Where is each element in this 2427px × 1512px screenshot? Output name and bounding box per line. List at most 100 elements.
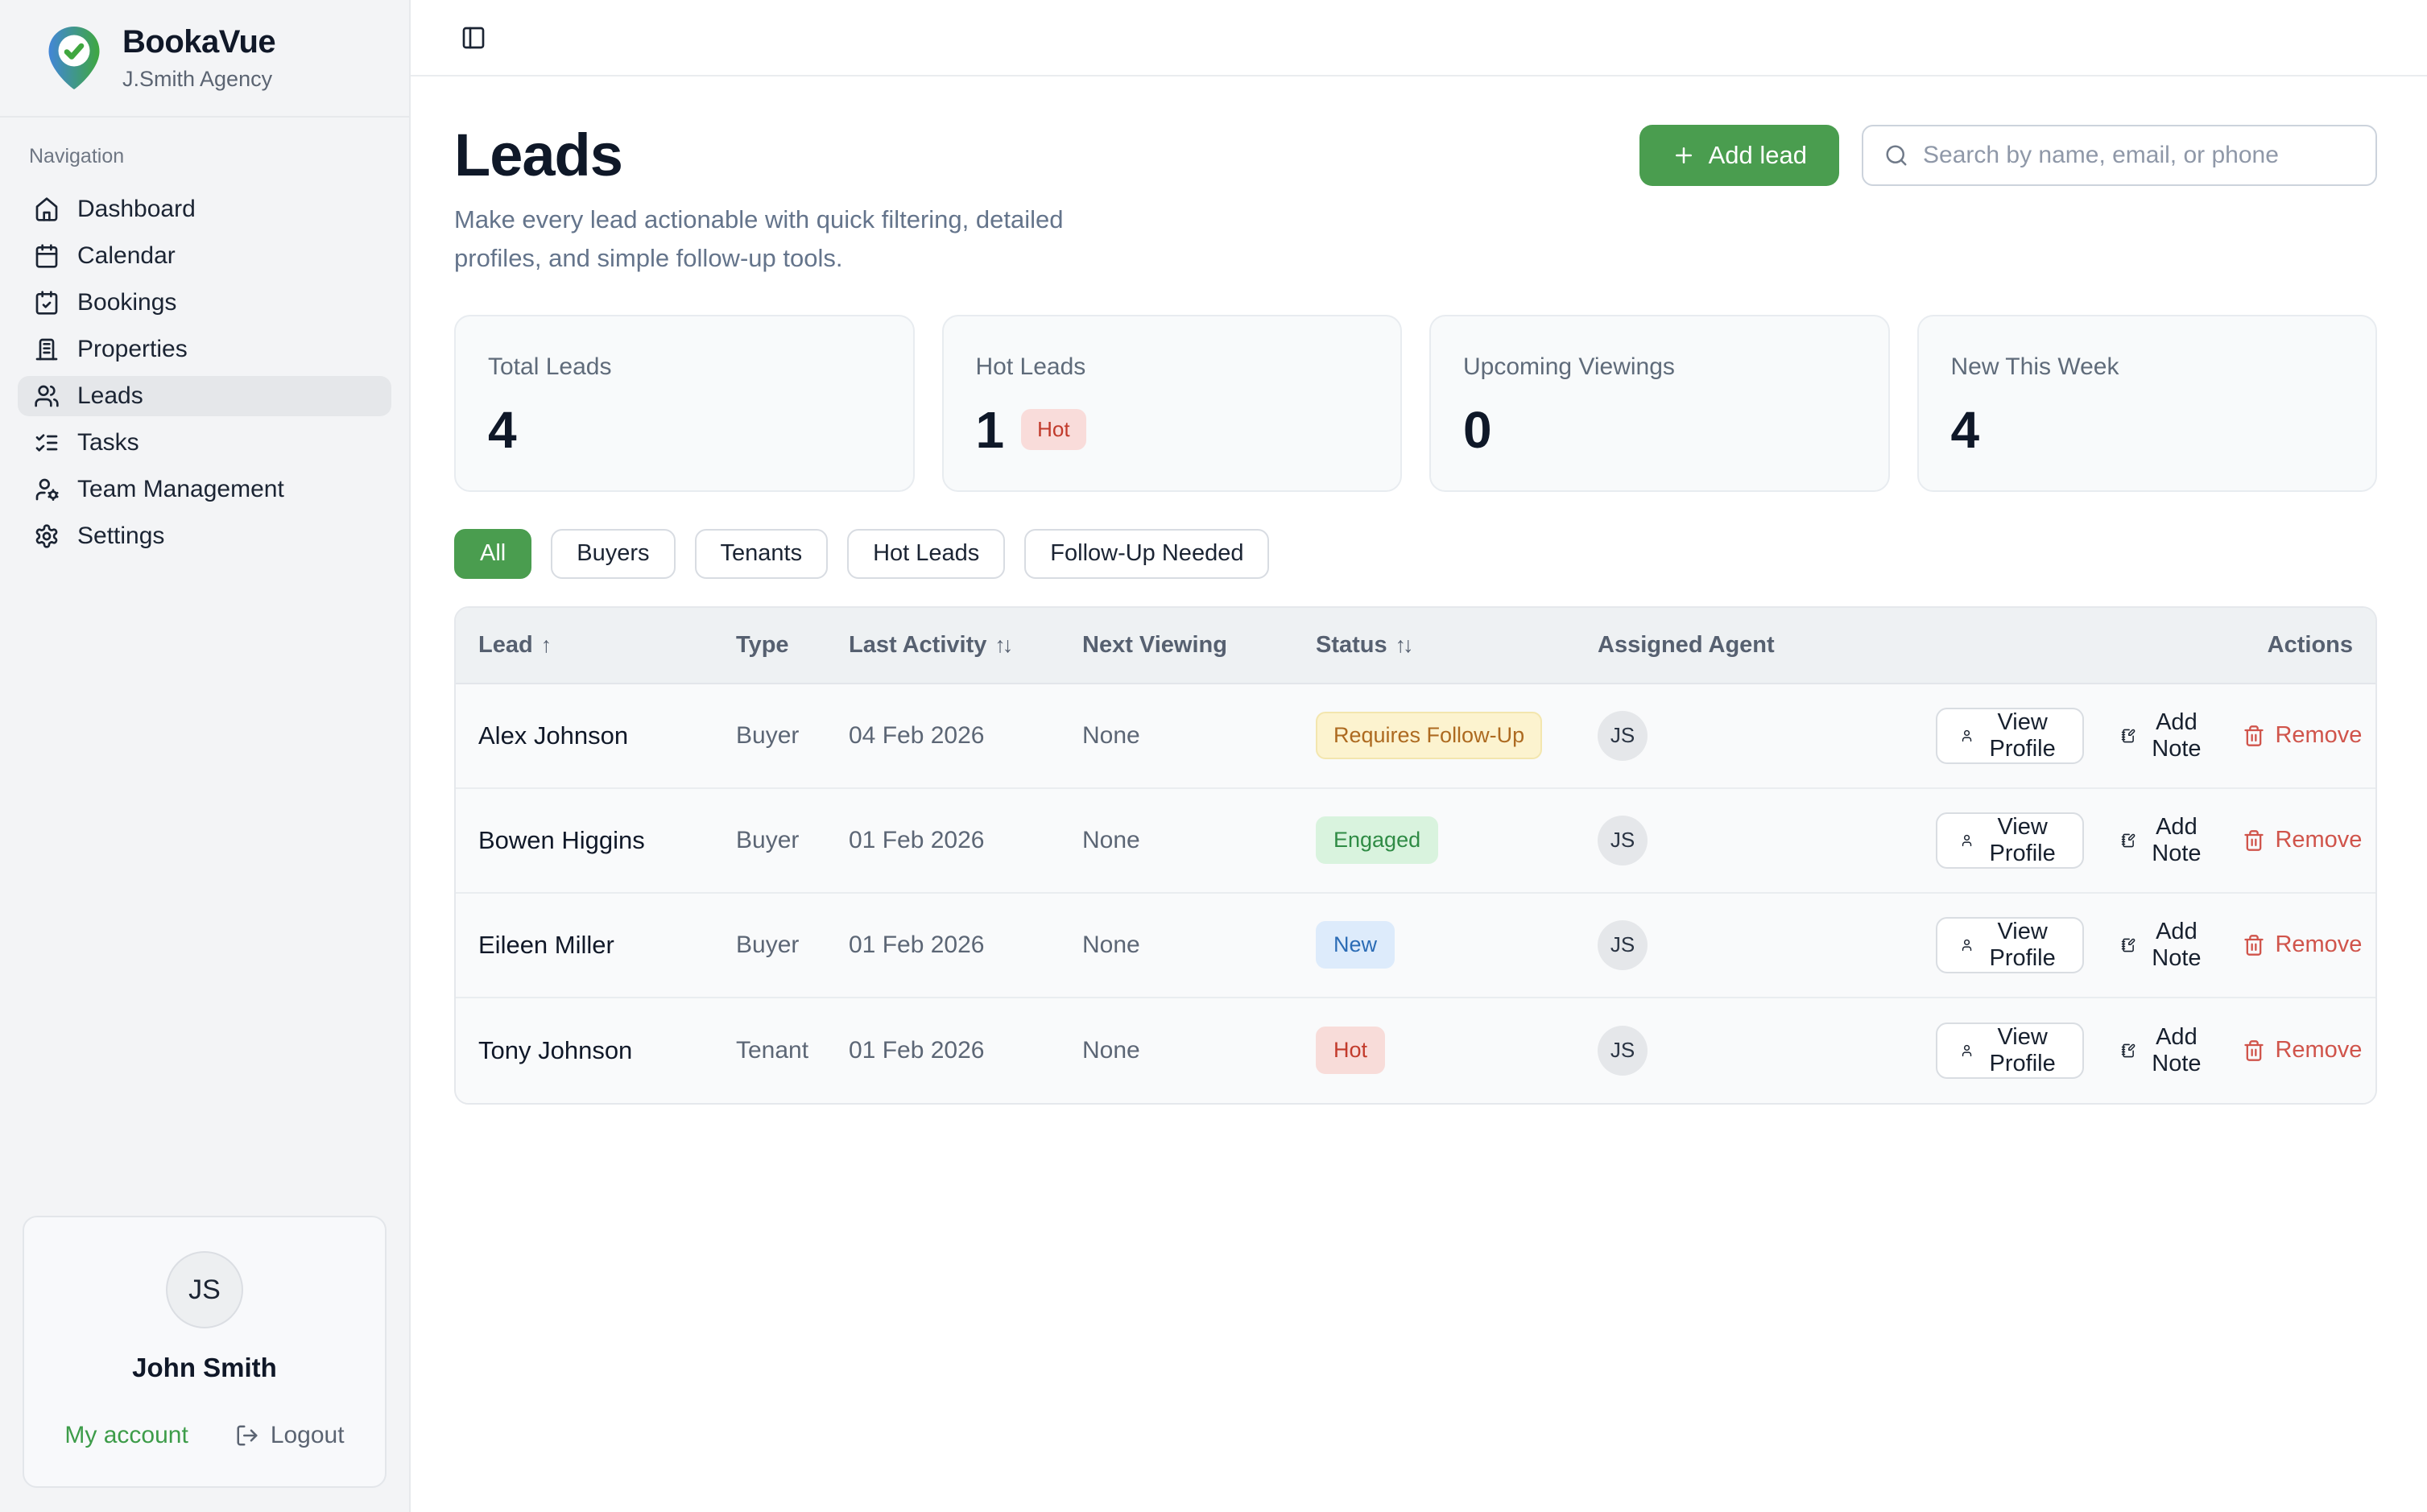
lead-name: Alex Johnson — [478, 721, 629, 750]
table-row: Tony Johnson Tenant 01 Feb 2026 None Hot… — [456, 998, 2375, 1103]
sidebar: BookaVue J.Smith Agency Navigation Dashb… — [0, 0, 411, 1512]
lead-type: Buyer — [736, 826, 800, 853]
user-icon — [1962, 729, 1972, 742]
remove-button[interactable]: Remove — [2243, 932, 2362, 958]
sidebar-item-leads[interactable]: Leads — [18, 376, 391, 416]
column-header-status[interactable]: Status ↑↓ — [1316, 631, 1414, 658]
stat-card-upcoming-viewings: Upcoming Viewings 0 — [1429, 314, 1890, 492]
agent-avatar: JS — [1598, 1025, 1648, 1076]
sidebar-item-bookings[interactable]: Bookings — [18, 283, 391, 323]
profile-name: John Smith — [132, 1353, 277, 1382]
column-header-assigned-agent[interactable]: Assigned Agent — [1598, 631, 1775, 658]
view-profile-button[interactable]: View Profile — [1936, 812, 2085, 869]
filter-chip-all[interactable]: All — [454, 528, 532, 579]
stat-label: Total Leads — [488, 353, 612, 380]
lead-last-activity: 01 Feb 2026 — [849, 826, 985, 853]
lead-last-activity: 01 Feb 2026 — [849, 931, 985, 958]
stat-value: 0 — [1463, 400, 1492, 459]
stat-card-hot-leads: Hot Leads 1 Hot — [941, 314, 1402, 492]
add-lead-button[interactable]: Add lead — [1639, 125, 1839, 186]
search-input[interactable] — [1923, 142, 2355, 169]
sidebar-item-tasks[interactable]: Tasks — [18, 423, 391, 463]
gear-icon — [35, 524, 58, 548]
remove-button[interactable]: Remove — [2243, 1037, 2362, 1064]
add-note-button[interactable]: Add Note — [2121, 814, 2206, 867]
notebook-pen-icon — [2121, 833, 2136, 848]
stats-row: Total Leads 4 Hot Leads 1 Hot Upcoming V… — [454, 314, 2377, 492]
brand-agency: J.Smith Agency — [122, 67, 273, 91]
sidebar-item-settings[interactable]: Settings — [18, 516, 391, 556]
nav-items: Dashboard Calendar Bookings Properties L… — [18, 189, 391, 556]
plus-icon — [1675, 147, 1692, 163]
filter-chip-buyers[interactable]: Buyers — [551, 528, 676, 579]
sort-icon: ↑↓ — [1395, 632, 1414, 657]
filter-chip-label: Tenants — [720, 540, 803, 567]
sidebar-item-calendar[interactable]: Calendar — [18, 236, 391, 276]
add-note-button[interactable]: Add Note — [2121, 919, 2206, 972]
notebook-pen-icon — [2121, 1043, 2136, 1058]
trash-icon — [2244, 935, 2264, 956]
sidebar-item-label: Calendar — [77, 242, 176, 269]
sidebar-toggle-button[interactable] — [456, 20, 491, 56]
search-icon — [1886, 145, 1907, 166]
leads-page: Leads Make every lead actionable with qu… — [411, 76, 2427, 1105]
column-header-next-viewing[interactable]: Next Viewing — [1082, 631, 1227, 658]
sidebar-item-dashboard[interactable]: Dashboard — [18, 189, 391, 229]
brand-name: BookaVue — [122, 24, 276, 60]
remove-button[interactable]: Remove — [2243, 827, 2362, 853]
profile-links: My account Logout — [64, 1422, 344, 1449]
filter-chip-hot-leads[interactable]: Hot Leads — [847, 528, 1006, 579]
lead-next-viewing: None — [1082, 931, 1140, 958]
brand-text: BookaVue J.Smith Agency — [122, 24, 276, 92]
sidebar-item-label: Properties — [77, 336, 188, 362]
stat-card-total-leads: Total Leads 4 — [454, 314, 915, 492]
topbar — [411, 0, 2427, 76]
column-header-lead[interactable]: Lead ↑ — [478, 631, 552, 658]
column-header-last-activity[interactable]: Last Activity ↑↓ — [849, 631, 1013, 658]
logout-label: Logout — [270, 1422, 345, 1448]
sidebar-item-team-management[interactable]: Team Management — [18, 469, 391, 510]
stat-card-new-this-week: New This Week 4 — [1916, 314, 2377, 492]
user-icon — [1962, 834, 1972, 847]
calendar-icon — [35, 244, 58, 268]
sidebar-item-label: Dashboard — [77, 196, 196, 222]
add-note-button[interactable]: Add Note — [2121, 1024, 2206, 1077]
sidebar-item-label: Bookings — [77, 289, 177, 316]
logout-button[interactable]: Logout — [235, 1422, 345, 1449]
lead-type: Buyer — [736, 931, 800, 958]
lead-name: Tony Johnson — [478, 1035, 633, 1064]
sort-icon: ↑↓ — [994, 632, 1013, 657]
lead-last-activity: 04 Feb 2026 — [849, 721, 985, 749]
panel-left-icon — [462, 27, 485, 48]
page-subtitle: Make every lead actionable with quick fi… — [454, 204, 1064, 272]
filter-chip-tenants[interactable]: Tenants — [694, 528, 829, 579]
my-account-link[interactable]: My account — [64, 1422, 188, 1448]
column-header-actions[interactable]: Actions — [2267, 631, 2353, 658]
notebook-pen-icon — [2121, 938, 2136, 952]
sidebar-item-label: Team Management — [77, 476, 284, 502]
view-profile-button[interactable]: View Profile — [1936, 916, 2085, 973]
trash-icon — [2244, 1040, 2264, 1061]
building-icon — [35, 338, 58, 361]
stat-value: 4 — [488, 400, 517, 459]
agent-avatar: JS — [1598, 919, 1648, 970]
users-icon — [35, 385, 59, 407]
remove-button[interactable]: Remove — [2243, 722, 2362, 749]
avatar: JS — [166, 1251, 243, 1328]
view-profile-button[interactable]: View Profile — [1936, 707, 2085, 764]
lead-next-viewing: None — [1082, 826, 1140, 853]
sidebar-item-properties[interactable]: Properties — [18, 329, 391, 370]
sidebar-item-label: Tasks — [77, 429, 139, 456]
search-box — [1862, 125, 2377, 186]
filter-chips: All Buyers Tenants Hot Leads Follow-Up Neede… — [454, 528, 2377, 579]
calendar-check-icon — [35, 291, 58, 315]
status-badge: Requires Follow-Up — [1316, 712, 1543, 760]
filter-chip-follow-up-needed[interactable]: Follow-Up Needed — [1024, 528, 1270, 579]
user-cog-icon — [35, 478, 59, 501]
view-profile-button[interactable]: View Profile — [1936, 1022, 2085, 1079]
column-header-type[interactable]: Type — [736, 631, 789, 658]
add-note-button[interactable]: Add Note — [2121, 709, 2206, 762]
filter-chip-label: All — [480, 540, 506, 567]
leads-table: Lead ↑ Type Last Activity ↑↓ Next Viewin… — [454, 605, 2377, 1105]
